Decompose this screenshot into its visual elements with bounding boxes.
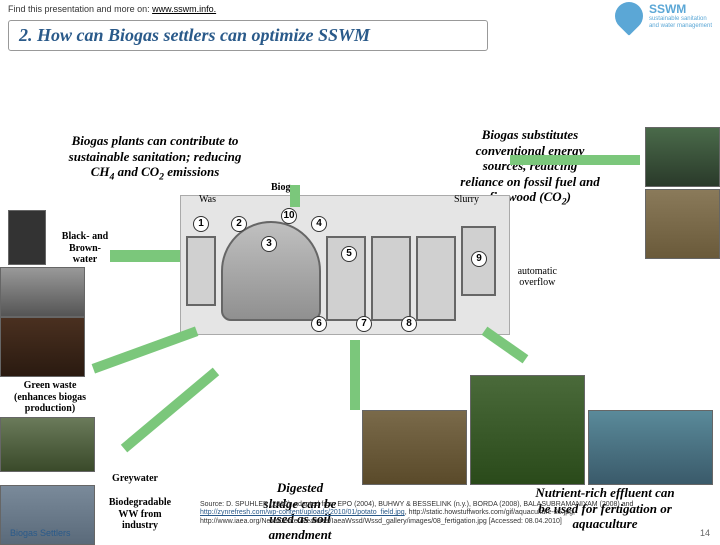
label-greenwaste: Green waste(enhances biogasproduction) [0, 380, 100, 415]
arrow-sludge-down [350, 340, 360, 410]
img-lamp [645, 189, 720, 259]
img-wastewater [0, 267, 85, 317]
topbar-prefix: Find this presentation and more on: [8, 4, 152, 14]
img-stove [645, 127, 720, 187]
arrow-biogas-up [290, 185, 300, 207]
footer: Biogas Settlers 14 [0, 526, 720, 540]
topbar-link[interactable]: www.sswm.info. [152, 4, 216, 14]
arrow-in-1 [110, 250, 180, 262]
arrow-biogas-right [510, 155, 640, 165]
slide-title: 2. How can Biogas settlers can optimize … [19, 25, 477, 46]
droplet-icon [609, 0, 649, 36]
page-number: 14 [700, 528, 710, 538]
title-box: 2. How can Biogas settlers can optimize … [8, 20, 488, 51]
logo-text: SSWM sustainable sanitation and water ma… [649, 3, 712, 29]
source-link[interactable]: http://zynrefresh.com/wp-content/uploads… [200, 509, 405, 516]
img-sludge [362, 410, 467, 485]
arrow-in-2 [92, 326, 199, 373]
img-fertigation [470, 375, 585, 485]
topbar: Find this presentation and more on: www.… [0, 0, 720, 18]
img-greenwaste [0, 417, 95, 472]
arrow-in-3 [121, 368, 219, 453]
diagram: Was Biogas Slurry automaticoverflow 1 2 … [180, 195, 510, 335]
logo: SSWM sustainable sanitation and water ma… [615, 2, 712, 30]
source-citation: Source: D. SPUHLER (2010), adapted from … [200, 501, 680, 526]
img-compost [0, 317, 85, 377]
footer-title: Biogas Settlers [10, 528, 71, 538]
img-aquaculture [588, 410, 713, 485]
text-top-left: Biogas plants can contribute to sustaina… [20, 133, 290, 183]
label-greywater: Greywater [100, 473, 170, 485]
person-icon [8, 210, 46, 265]
